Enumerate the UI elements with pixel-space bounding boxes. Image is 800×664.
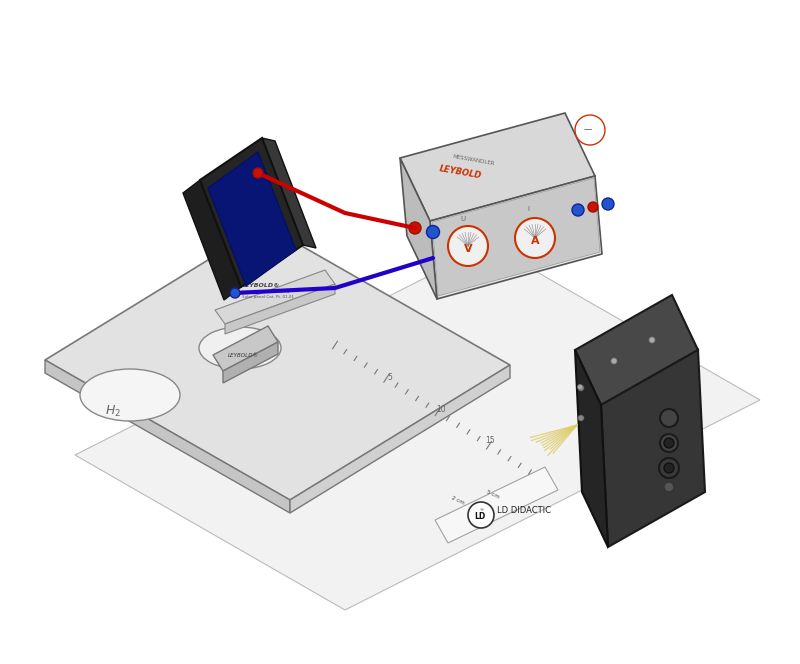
Text: Solar panel Cat. Pt. 01.01: Solar panel Cat. Pt. 01.01 xyxy=(242,295,294,299)
Circle shape xyxy=(230,288,240,298)
Circle shape xyxy=(664,438,674,448)
Circle shape xyxy=(253,168,263,178)
Circle shape xyxy=(611,358,617,364)
Text: LD DIDACTIC: LD DIDACTIC xyxy=(497,506,551,515)
Circle shape xyxy=(649,337,655,343)
Polygon shape xyxy=(200,138,303,287)
Polygon shape xyxy=(75,245,760,610)
Circle shape xyxy=(602,198,614,210)
Circle shape xyxy=(468,502,494,528)
Polygon shape xyxy=(45,225,510,500)
Text: $H_2$: $H_2$ xyxy=(105,404,121,419)
Text: LEYBOLD®: LEYBOLD® xyxy=(242,283,280,288)
Polygon shape xyxy=(400,113,595,221)
Text: 5: 5 xyxy=(388,373,393,382)
Polygon shape xyxy=(575,295,698,405)
Ellipse shape xyxy=(80,369,180,421)
Text: A: A xyxy=(531,236,540,246)
Circle shape xyxy=(515,218,555,258)
Polygon shape xyxy=(601,350,705,547)
Text: U: U xyxy=(460,216,465,222)
Circle shape xyxy=(664,482,674,492)
Text: 5 cm: 5 cm xyxy=(486,489,501,500)
Polygon shape xyxy=(400,158,437,299)
Circle shape xyxy=(409,222,421,234)
Text: LEYBOLD: LEYBOLD xyxy=(438,163,482,180)
Text: LD: LD xyxy=(474,512,486,521)
Polygon shape xyxy=(262,138,316,248)
Circle shape xyxy=(575,115,605,145)
Text: Solarzellenmodul MH-4: Solarzellenmodul MH-4 xyxy=(242,290,290,294)
Circle shape xyxy=(660,434,678,452)
Circle shape xyxy=(572,204,584,216)
Polygon shape xyxy=(575,350,608,547)
Polygon shape xyxy=(430,176,602,299)
Polygon shape xyxy=(290,365,510,513)
Text: MESSWANDLER: MESSWANDLER xyxy=(452,153,494,166)
Ellipse shape xyxy=(199,327,281,369)
Text: —: — xyxy=(584,125,592,134)
Polygon shape xyxy=(45,360,290,513)
Text: I: I xyxy=(527,206,529,212)
Polygon shape xyxy=(215,270,335,324)
Circle shape xyxy=(578,415,584,421)
Polygon shape xyxy=(432,178,600,296)
Polygon shape xyxy=(223,342,278,383)
Circle shape xyxy=(660,409,678,427)
Text: 2 cm: 2 cm xyxy=(451,495,466,506)
Text: LEYBOLD®: LEYBOLD® xyxy=(228,353,259,358)
Text: 10: 10 xyxy=(437,404,446,414)
Circle shape xyxy=(664,463,674,473)
Circle shape xyxy=(448,226,488,266)
Polygon shape xyxy=(213,326,278,371)
Text: V: V xyxy=(464,244,473,254)
Text: $H_2$: $H_2$ xyxy=(222,353,238,368)
Polygon shape xyxy=(183,180,241,300)
Circle shape xyxy=(588,202,598,212)
Text: 15: 15 xyxy=(486,436,495,446)
Circle shape xyxy=(659,458,679,478)
Circle shape xyxy=(578,384,582,390)
Polygon shape xyxy=(208,152,296,286)
Text: ®: ® xyxy=(479,508,483,512)
Circle shape xyxy=(426,226,439,238)
Polygon shape xyxy=(225,284,335,334)
Circle shape xyxy=(578,385,584,391)
Polygon shape xyxy=(435,467,558,543)
